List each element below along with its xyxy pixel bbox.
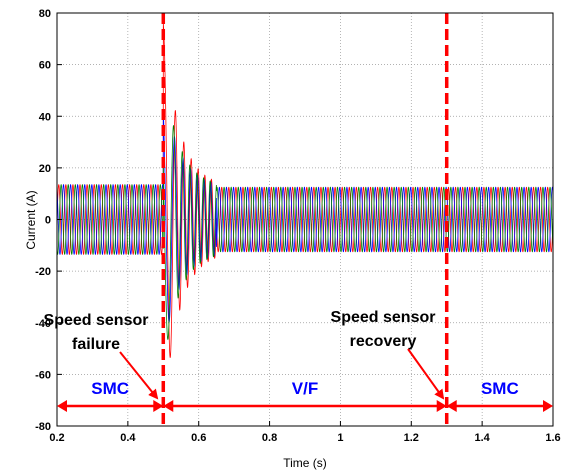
region-arrow-head-left [446,400,457,412]
region-arrow-head-left [57,400,67,412]
y-tick-label: 40 [39,111,51,123]
y-tick-label: 80 [39,8,51,20]
x-tick-label: 0.4 [120,432,136,444]
phase-current-series [57,109,553,323]
failure-annotation-line2: failure [72,336,120,353]
region-arrow-head-left [163,400,174,412]
y-axis-label: Current (A) [24,190,38,249]
y-tick-label: -40 [35,318,51,330]
failure-pointer-arrow [119,351,159,400]
event-lines [161,13,449,426]
current-traces [57,23,553,359]
x-tick-label: 0.8 [262,432,277,444]
phase-current-series [57,125,553,340]
y-tick-label: -60 [35,369,51,381]
recovery-annotation-line2: recovery [350,333,417,350]
y-tick-label: 60 [39,60,51,72]
x-tick-label: 0.6 [191,432,206,444]
x-tick-label: 0.2 [49,432,64,444]
mode-label: SMC [481,379,519,398]
x-tick-label: 1.2 [404,432,419,444]
y-tick-label: 20 [39,163,51,175]
axis-ticks: 0.2 0.4 0.6 0.8 1 1.2 1.4 1.6 -80 -60 -40 -20 0 20 40 6… [35,8,561,444]
region-arrow-head-right [153,400,164,412]
x-tick-label: 1.4 [474,432,490,444]
region-arrow-head-right [436,400,447,412]
x-tick-label: 1.6 [545,432,560,444]
recovery-annotation-line1: Speed sensor [331,309,436,326]
mode-label: SMC [91,379,129,398]
y-tick-label: -20 [35,266,51,278]
y-tick-label: 0 [45,215,51,227]
phase-current-series [57,23,553,359]
x-axis-label: Time (s) [283,456,327,470]
mode-label: V/F [292,379,318,398]
failure-annotation-line1: Speed sensor [44,312,149,329]
y-tick-label: -80 [35,421,51,433]
region-arrow-head-right [543,400,553,412]
x-tick-label: 1 [337,432,343,444]
mode-regions: SMC V/F SMC [57,379,553,412]
recovery-pointer-arrow [407,348,445,400]
